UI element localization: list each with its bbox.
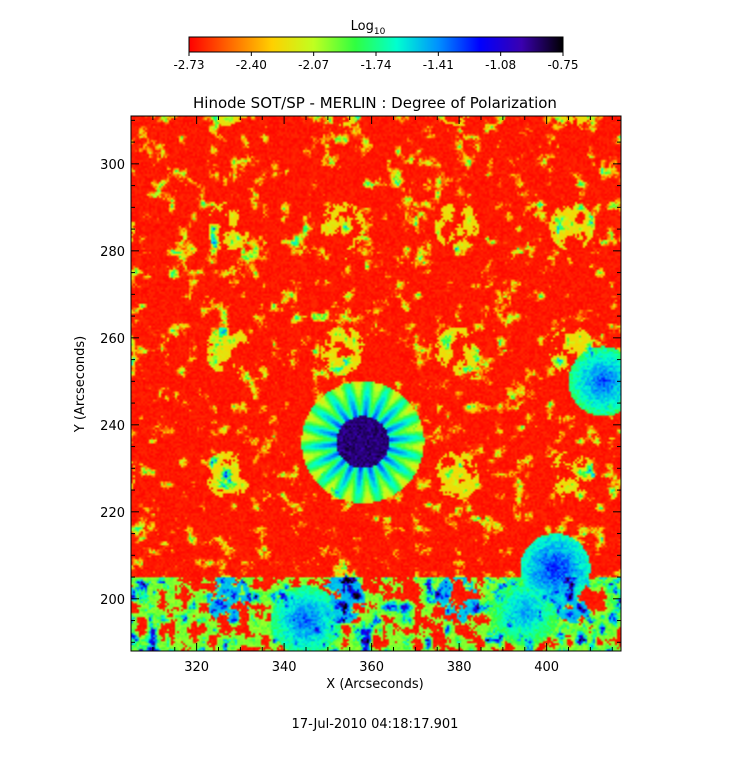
x-axis-label: X (Arcseconds) (326, 677, 423, 692)
y-axis-label: Y (Arcseconds) (73, 336, 88, 433)
colorbar-gradient (188, 36, 564, 53)
colorbar-tick-label: -0.75 (547, 58, 578, 72)
colorbar-tick-label: -2.40 (236, 58, 267, 72)
x-tick-label: 380 (447, 660, 472, 675)
x-tick-label: 340 (272, 660, 297, 675)
colorbar-tick-label: -2.07 (298, 58, 329, 72)
y-tick-label: 240 (100, 419, 125, 434)
y-tick-label: 300 (100, 158, 125, 173)
x-tick-label: 320 (184, 660, 209, 675)
heatmap-image (131, 116, 621, 651)
colorbar-tick-label: -1.08 (485, 58, 516, 72)
colorbar: Log10 -2.73 -2.40 -2.07 -1.74 -1.41 -1.08 -0.7… (173, 19, 578, 72)
chart-title: Hinode SOT/SP - MERLIN : Degree of Polar… (193, 94, 557, 112)
colorbar-label: Log10 (351, 19, 386, 37)
y-tick-label: 220 (100, 506, 125, 521)
y-axis-ticks: 200 220 240 260 280 300 (100, 119, 621, 643)
colorbar-ticks: -2.73 -2.40 -2.07 -1.74 -1.41 -1.08 -0.75 (173, 52, 579, 72)
y-tick-label: 280 (100, 245, 125, 260)
colorbar-tick-label: -2.73 (173, 58, 204, 72)
x-axis-ticks: 320 340 360 380 400 (130, 116, 613, 675)
plot-frame (130, 115, 622, 652)
timestamp: 17-Jul-2010 04:18:17.901 (292, 717, 459, 732)
colorbar-tick-label: -1.41 (423, 58, 454, 72)
y-tick-label: 200 (100, 593, 125, 608)
colorbar-tick-label: -1.74 (360, 58, 391, 72)
x-tick-label: 400 (534, 660, 559, 675)
x-tick-label: 360 (359, 660, 384, 675)
y-tick-label: 260 (100, 332, 125, 347)
